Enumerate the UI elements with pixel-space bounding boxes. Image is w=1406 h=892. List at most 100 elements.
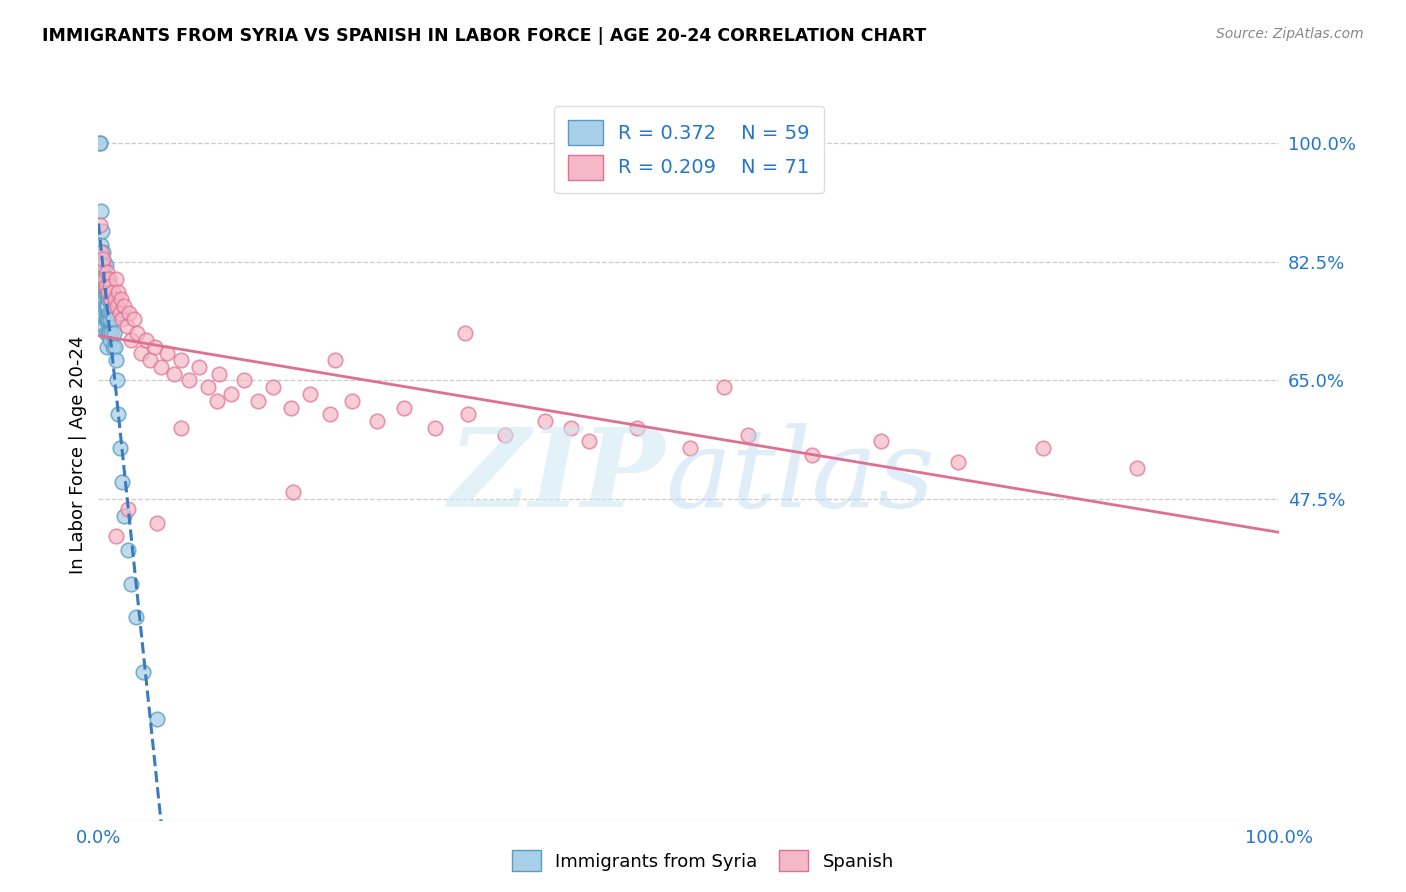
Point — [298, 387, 321, 401]
Point — [187, 359, 209, 374]
Point — [89, 136, 111, 151]
Point — [91, 272, 114, 286]
Text: atlas: atlas — [665, 423, 935, 531]
Point — [98, 278, 121, 293]
Point — [366, 414, 388, 428]
Point — [117, 502, 139, 516]
Point — [101, 340, 124, 354]
Point — [323, 353, 346, 368]
Legend: R = 0.372    N = 59, R = 0.209    N = 71: R = 0.372 N = 59, R = 0.209 N = 71 — [554, 106, 824, 194]
Point — [89, 136, 111, 151]
Point — [679, 441, 702, 455]
Point — [494, 427, 516, 442]
Point — [319, 407, 342, 421]
Point — [91, 285, 114, 300]
Point — [98, 312, 121, 326]
Point — [342, 393, 364, 408]
Point — [104, 340, 127, 354]
Point — [578, 434, 600, 449]
Text: IMMIGRANTS FROM SYRIA VS SPANISH IN LABOR FORCE | AGE 20-24 CORRELATION CHART: IMMIGRANTS FROM SYRIA VS SPANISH IN LABO… — [42, 27, 927, 45]
Point — [96, 272, 118, 286]
Point — [97, 285, 120, 300]
Point — [91, 252, 114, 266]
Point — [394, 401, 416, 415]
Point — [107, 407, 129, 421]
Point — [90, 204, 112, 219]
Point — [96, 265, 118, 279]
Point — [948, 455, 970, 469]
Point — [93, 319, 115, 334]
Point — [96, 285, 118, 300]
Legend: Immigrants from Syria, Spanish: Immigrants from Syria, Spanish — [505, 843, 901, 879]
Point — [100, 326, 122, 340]
Point — [111, 312, 134, 326]
Point — [800, 448, 823, 462]
Point — [105, 373, 128, 387]
Point — [197, 380, 219, 394]
Point — [93, 285, 115, 300]
Point — [626, 421, 648, 435]
Point — [146, 516, 169, 530]
Point — [96, 340, 118, 354]
Point — [117, 542, 139, 557]
Point — [93, 299, 115, 313]
Point — [90, 258, 112, 272]
Point — [101, 285, 124, 300]
Point — [121, 333, 143, 347]
Point — [94, 312, 117, 326]
Text: Source: ZipAtlas.com: Source: ZipAtlas.com — [1216, 27, 1364, 41]
Point — [94, 258, 117, 272]
Point — [246, 393, 269, 408]
Point — [94, 272, 117, 286]
Point — [262, 380, 284, 394]
Point — [90, 244, 112, 259]
Point — [423, 421, 446, 435]
Point — [170, 353, 193, 368]
Point — [94, 299, 117, 313]
Point — [108, 441, 131, 455]
Point — [135, 333, 157, 347]
Point — [143, 340, 166, 354]
Point — [208, 367, 231, 381]
Point — [280, 401, 302, 415]
Point — [179, 373, 201, 387]
Point — [105, 299, 128, 313]
Point — [125, 610, 148, 624]
Point — [118, 306, 141, 320]
Point — [98, 292, 121, 306]
Text: ZIP: ZIP — [449, 423, 665, 531]
Point — [139, 353, 162, 368]
Point — [94, 285, 117, 300]
Point — [453, 326, 475, 340]
Point — [1032, 441, 1054, 455]
Point — [97, 326, 120, 340]
Point — [91, 252, 114, 266]
Point — [560, 421, 582, 435]
Point — [91, 312, 114, 326]
Y-axis label: In Labor Force | Age 20-24: In Labor Force | Age 20-24 — [69, 335, 87, 574]
Point — [170, 421, 193, 435]
Point — [91, 306, 114, 320]
Point — [108, 306, 131, 320]
Point — [129, 346, 152, 360]
Point — [111, 475, 134, 489]
Point — [146, 712, 169, 726]
Point — [457, 407, 479, 421]
Point — [205, 393, 228, 408]
Point — [98, 326, 121, 340]
Point — [91, 292, 114, 306]
Point — [115, 319, 138, 334]
Point — [103, 326, 125, 340]
Point — [98, 333, 121, 347]
Point — [91, 224, 114, 238]
Point — [93, 272, 115, 286]
Point — [90, 285, 112, 300]
Point — [132, 665, 155, 679]
Point — [96, 299, 118, 313]
Point — [98, 285, 121, 300]
Point — [534, 414, 557, 428]
Point — [93, 272, 115, 286]
Point — [101, 312, 124, 326]
Point — [91, 258, 114, 272]
Point — [94, 326, 117, 340]
